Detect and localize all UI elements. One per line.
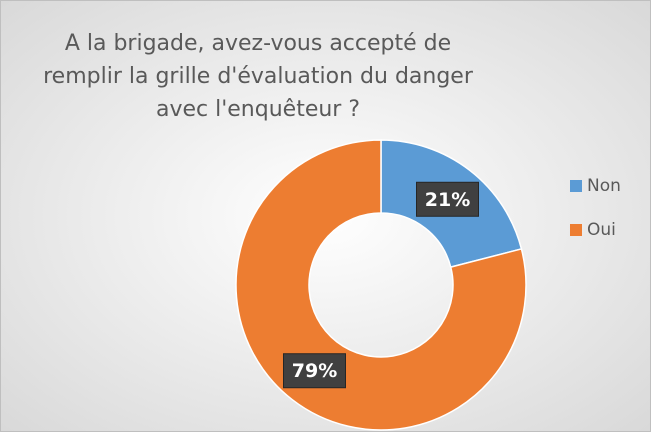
chart-title: avec l'enquêteur ? <box>156 97 360 122</box>
legend-label: Oui <box>587 220 616 240</box>
legend-swatch <box>570 180 582 192</box>
data-label: 21% <box>425 189 470 211</box>
legend-swatch <box>570 224 582 236</box>
data-label-box <box>282 353 346 389</box>
legend-label: Non <box>587 176 621 196</box>
chart-title: A la brigade, avez-vous accepté de <box>65 31 451 56</box>
data-label-box <box>416 181 480 217</box>
chart-title: remplir la grille d'évaluation du danger <box>43 64 474 89</box>
data-label: 79% <box>292 360 337 382</box>
